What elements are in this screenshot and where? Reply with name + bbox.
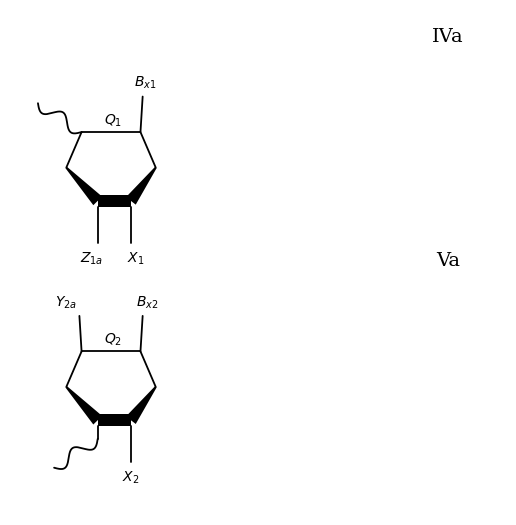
Text: $X_2$: $X_2$: [122, 470, 139, 486]
Text: $B_{x1}$: $B_{x1}$: [134, 75, 156, 91]
Text: $Y_{2a}$: $Y_{2a}$: [55, 294, 77, 311]
Polygon shape: [98, 414, 131, 426]
Text: $Q_2$: $Q_2$: [104, 331, 122, 348]
Polygon shape: [66, 386, 102, 425]
Polygon shape: [126, 167, 156, 205]
Polygon shape: [66, 167, 102, 205]
Polygon shape: [98, 195, 131, 207]
Text: IVa: IVa: [432, 27, 464, 46]
Text: $B_{x2}$: $B_{x2}$: [136, 294, 158, 311]
Text: $Z_{1a}$: $Z_{1a}$: [79, 250, 103, 267]
Text: $X_1$: $X_1$: [126, 250, 144, 267]
Text: Va: Va: [436, 252, 460, 270]
Polygon shape: [126, 386, 156, 424]
Text: $Q_1$: $Q_1$: [104, 112, 122, 129]
